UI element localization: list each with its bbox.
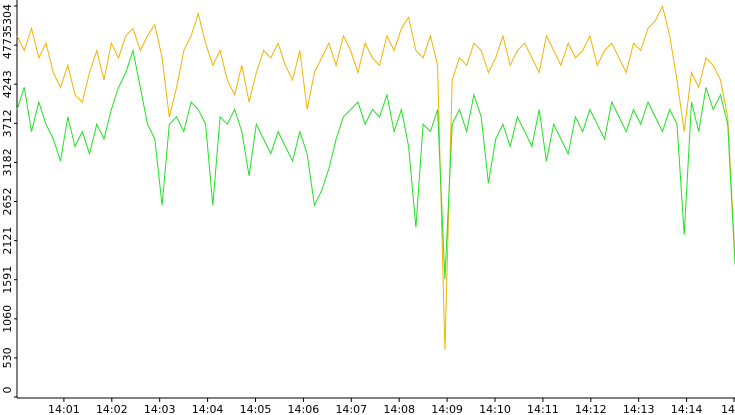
y-tick-label: 1060: [1, 305, 14, 333]
x-tick-label: 14:10: [479, 403, 511, 415]
x-tick-label: 14:03: [144, 403, 176, 415]
y-tick-label: 5304: [1, 4, 14, 32]
x-tick-label: 14:01: [48, 403, 80, 415]
y-tick-label: 530: [1, 347, 14, 368]
y-tick-label: 2652: [1, 188, 14, 216]
y-tick-label: 1591: [1, 266, 14, 294]
x-tick-label: 14:11: [527, 403, 559, 415]
series-line: [16, 4, 735, 350]
x-tick-label: 14:13: [623, 403, 655, 415]
y-tick-label: 3712: [1, 109, 14, 137]
x-tick-label: 14:02: [96, 403, 128, 415]
x-tick-label: 14:06: [288, 403, 320, 415]
y-tick-label: 0: [1, 387, 14, 394]
series-line: [16, 48, 735, 280]
x-tick-label: 14:09: [431, 403, 463, 415]
x-tick-label: 14:07: [335, 403, 367, 415]
x-tick-label: 14:08: [383, 403, 415, 415]
x-tick-label: 14:14: [671, 403, 703, 415]
y-tick-label: 2121: [1, 227, 14, 255]
y-tick-label: 3182: [1, 148, 14, 176]
y-tick-label: 4773: [1, 31, 14, 59]
x-tick-label: 14:04: [192, 403, 224, 415]
x-tick-label: 14:05: [240, 403, 272, 415]
x-tick-label: 14:12: [575, 403, 607, 415]
y-tick-label: 4243: [1, 70, 14, 98]
x-tick-label: 14: [721, 403, 735, 415]
